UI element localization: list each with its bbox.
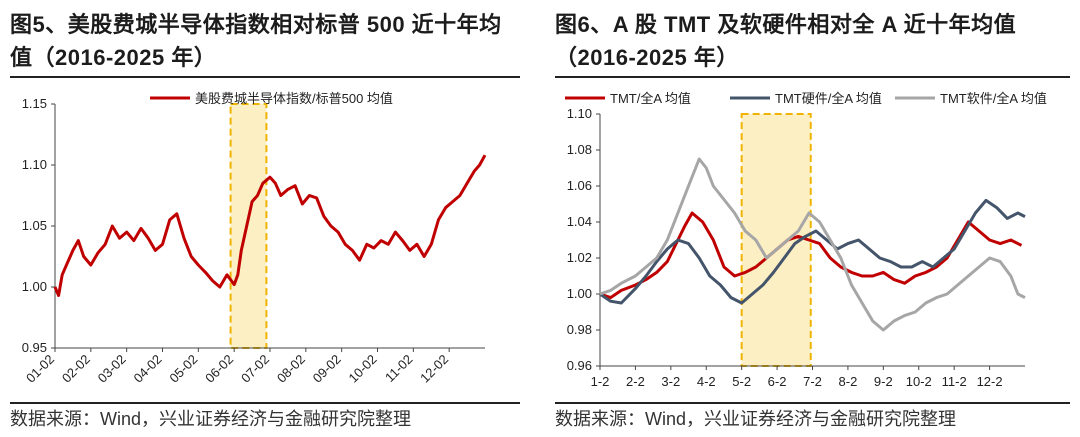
y-tick-label: 0.96	[567, 358, 592, 373]
x-tick-label: 04-02	[131, 352, 165, 386]
x-tick-label: 3-2	[661, 374, 680, 389]
x-tick-label: 12-02	[417, 352, 451, 386]
x-tick-label: 07-02	[238, 352, 272, 386]
y-tick-label: 0.98	[567, 322, 592, 337]
x-tick-label: 11-02	[382, 352, 415, 385]
figure-title: 图5、美股费城半导体指数相对标普 500 近十年均值（2016-2025 年）	[10, 12, 502, 70]
x-tick-label: 08-02	[274, 352, 308, 386]
legend-label: 美股费城半导体指数/标普500 均值	[195, 91, 393, 106]
x-tick-label: 1-2	[591, 374, 610, 389]
x-tick-label: 06-02	[202, 352, 236, 386]
x-tick-label: 05-02	[166, 352, 200, 386]
y-tick-label: 1.02	[567, 250, 592, 265]
semiconductor-chart: 0.95 1.00 1.05 1.10 1.15 01-02 02-02 03-02 04-02…	[22, 91, 487, 386]
series-line-2	[599, 157, 1026, 332]
y-tick-label: 1.10	[22, 157, 47, 172]
x-tick-label: 9-2	[874, 374, 893, 389]
figure-title: 图6、A 股 TMT 及软硬件相对全 A 近十年均值（2016-2025 年）	[555, 12, 1017, 70]
x-tick-label: 7-2	[803, 374, 822, 389]
source-rule	[10, 402, 520, 404]
x-tick-label: 10-02	[346, 352, 380, 386]
y-tick-label: 1.15	[22, 96, 47, 111]
x-tick-label: 09-02	[310, 352, 344, 386]
title-rule	[555, 76, 1070, 78]
source-rule	[555, 402, 1070, 404]
series-line-0	[53, 154, 487, 297]
legend-label: TMT软件/全A 均值	[940, 91, 1047, 106]
y-tick-label: 1.05	[22, 218, 47, 233]
chart-panel-tmt: 图6、A 股 TMT 及软硬件相对全 A 近十年均值（2016-2025 年） …	[545, 0, 1080, 437]
y-tick-label: 1.00	[567, 286, 592, 301]
source-note: 数据来源：Wind，兴业证券经济与金融研究院整理	[555, 409, 957, 429]
y-tick-label: 1.04	[567, 214, 592, 229]
x-tick-label: 11-2	[942, 374, 967, 389]
x-tick-label: 2-2	[626, 374, 645, 389]
x-tick-label: 02-02	[59, 352, 93, 386]
chart-panel-semiconductor: 图5、美股费城半导体指数相对标普 500 近十年均值（2016-2025 年） …	[0, 0, 530, 437]
y-tick-label: 1.00	[22, 279, 47, 294]
x-tick-label: 8-2	[839, 374, 858, 389]
x-tick-label: 10-2	[906, 374, 932, 389]
highlight-region	[229, 103, 268, 349]
x-tick-label: 5-2	[732, 374, 751, 389]
y-tick-label: 1.08	[567, 142, 592, 157]
y-tick-label: 1.10	[567, 106, 592, 121]
y-tick-label: 1.06	[567, 178, 592, 193]
series-line-1	[599, 198, 1026, 305]
legend-label: TMT/全A 均值	[610, 91, 691, 106]
y-tick-label: 0.95	[22, 340, 47, 355]
legend-label: TMT硬件/全A 均值	[775, 91, 882, 106]
title-rule	[10, 76, 520, 78]
x-tick-label: 4-2	[697, 374, 716, 389]
source-note: 数据来源：Wind，兴业证券经济与金融研究院整理	[10, 409, 412, 429]
tmt-chart: 0.96 0.98 1.00 1.02 1.04 1.06 1.08 1.10 1-2 2-2 3-…	[565, 91, 1047, 389]
x-tick-label: 01-02	[23, 352, 57, 386]
x-tick-label: 6-2	[768, 374, 787, 389]
x-tick-label: 12-2	[977, 374, 1003, 389]
x-tick-label: 03-02	[95, 352, 129, 386]
